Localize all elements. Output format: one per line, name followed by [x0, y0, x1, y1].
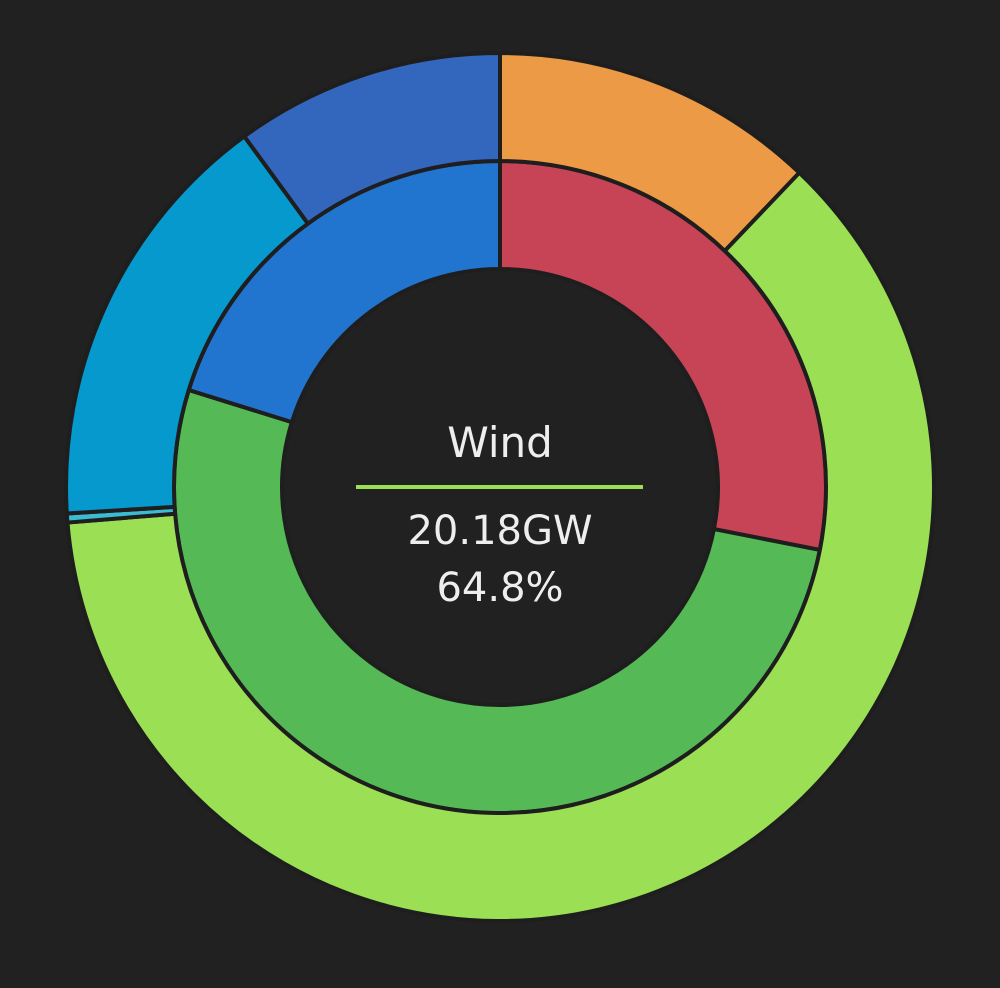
center-readout: Wind 20.18GW 64.8%	[356, 418, 643, 611]
center-value: 20.18GW	[407, 508, 592, 554]
outer-ring	[64, 51, 936, 923]
ring-1-slice-4[interactable]	[242, 51, 502, 226]
center-label: Wind	[447, 418, 553, 467]
center-percent: 64.8%	[436, 565, 563, 611]
ring-1-slice-1[interactable]	[65, 170, 936, 923]
